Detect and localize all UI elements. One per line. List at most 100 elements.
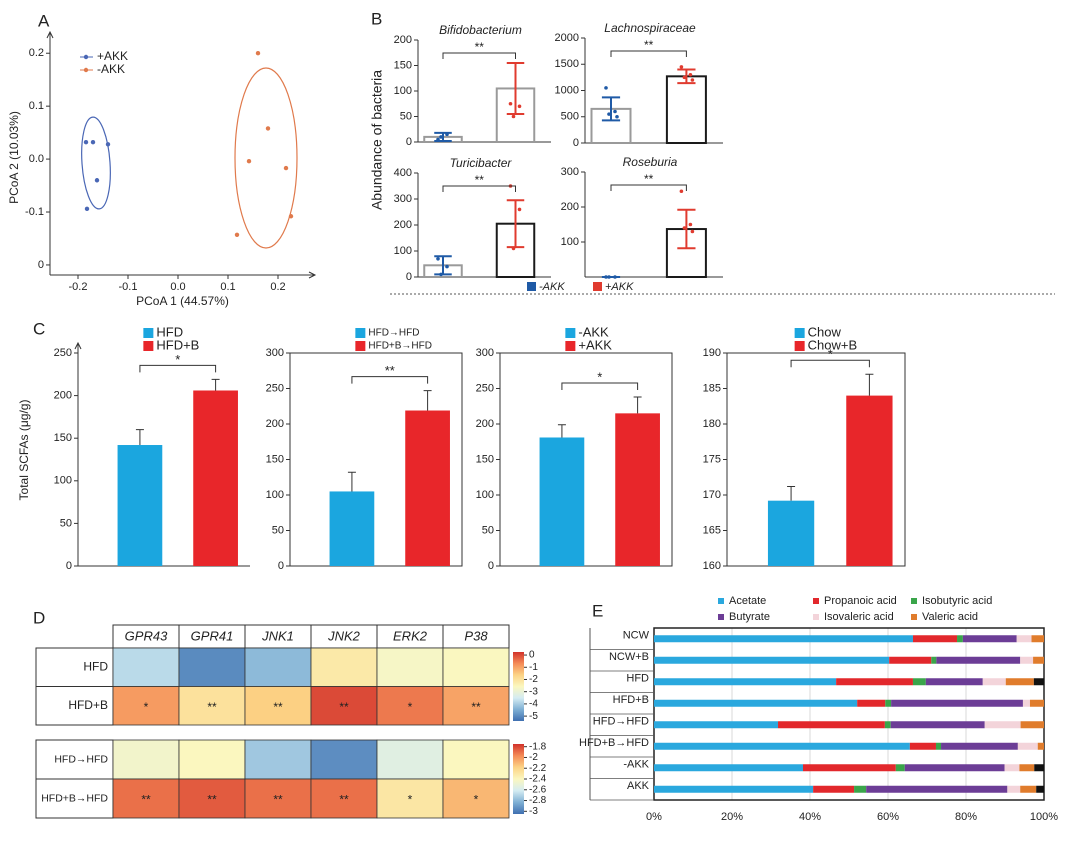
point (83, 139, 89, 145)
x-tick-label: 0% (646, 811, 662, 823)
bar-segment (912, 635, 958, 643)
heat-cell (244, 739, 312, 780)
axes-frame (726, 352, 906, 567)
axis-arrow (74, 341, 82, 350)
bar-segment (1007, 785, 1021, 793)
bar-segment (931, 656, 937, 664)
significance: ** (644, 38, 654, 52)
point (690, 78, 695, 82)
bar (846, 395, 893, 566)
legend-swatch (593, 282, 602, 291)
bar-segment (1033, 678, 1044, 686)
colorbar-label: -2 (529, 674, 538, 685)
error-bar (506, 199, 525, 249)
y-tick-label: 300 (394, 193, 412, 205)
error-bar (633, 396, 642, 414)
y-tick-label: 100 (266, 489, 284, 501)
y-tick-label: 200 (561, 201, 579, 213)
y-tick-label: 0.2 (29, 47, 44, 59)
bar-segment (654, 785, 814, 793)
legend-swatch (794, 328, 805, 338)
panel-label: E (592, 601, 603, 620)
y-tick-label: 160 (703, 560, 721, 572)
bar-segment (1037, 742, 1044, 750)
bar-segment (1029, 699, 1044, 707)
cell-annotation: ** (273, 793, 283, 807)
y-tick-label: 150 (394, 59, 412, 71)
significance-bracket (351, 376, 429, 384)
point (439, 135, 443, 139)
y-tick-label: 100 (394, 245, 412, 257)
chart-title: Roseburia (623, 155, 678, 169)
y-tick-label: 0 (406, 136, 412, 148)
bar-segment (1004, 764, 1020, 772)
chart-title: Bifidobacterium (439, 23, 522, 37)
row-label: HFD+B (68, 698, 108, 712)
y-tick-label: 300 (266, 347, 284, 359)
x-tick-label: 60% (877, 811, 899, 823)
y-tick-label: 200 (266, 418, 284, 430)
legend-label: -AKK (539, 281, 565, 293)
bar-segment (889, 656, 932, 664)
chart-title: Lachnospiraceae (604, 21, 696, 35)
y-tick-label: 0 (66, 560, 72, 572)
y-tick-label: 185 (703, 382, 721, 394)
legend-swatch (911, 598, 917, 604)
y-tick-label: 300 (561, 166, 579, 178)
point (682, 75, 687, 80)
significance-bracket (790, 359, 870, 368)
y-axis-label: Abundance of bacteria (369, 70, 385, 210)
point (288, 214, 294, 219)
heat-cell (376, 647, 444, 687)
cell-annotation: * (144, 700, 149, 714)
y-tick-label: 50 (400, 110, 412, 122)
y-tick-label: 150 (54, 432, 72, 444)
bar-segment (884, 721, 891, 729)
significance-bracket (139, 364, 217, 373)
bar-segment (1019, 764, 1035, 772)
heat-cell (112, 686, 180, 726)
y-tick-label: -AKK (623, 759, 649, 771)
point (94, 178, 100, 183)
row-label-cell (35, 739, 114, 780)
cell-annotation: ** (339, 793, 349, 807)
legend-swatch (565, 328, 576, 338)
colorbar-label: -5 (529, 711, 538, 722)
error-bar (423, 390, 432, 411)
heat-cell (178, 686, 246, 726)
heat-cell (178, 647, 246, 687)
heat-cell (310, 686, 378, 726)
x-tick-label: 20% (721, 811, 743, 823)
panel-label: C (33, 319, 45, 338)
y-tick-label: HFD (626, 673, 649, 685)
cell-annotation: * (408, 700, 413, 714)
error-bar (506, 61, 525, 115)
y-tick-label: 100 (394, 85, 412, 97)
y-tick-label: 2000 (555, 32, 579, 44)
y-tick-label: 200 (54, 390, 72, 402)
y-tick-label: 0 (406, 271, 412, 283)
significance: ** (385, 363, 395, 378)
point (105, 142, 111, 147)
legend-swatch (143, 341, 154, 351)
cell-annotation: ** (339, 700, 349, 714)
bar-segment (1016, 635, 1032, 643)
cell-annotation: ** (141, 793, 151, 807)
point (607, 275, 611, 279)
y-tick-label: 500 (561, 111, 579, 123)
bar-segment (813, 785, 855, 793)
point (90, 139, 96, 145)
y-tick-label: 0.0 (29, 153, 44, 165)
legend-label: -AKK (97, 62, 125, 76)
y-tick-label: 100 (54, 475, 72, 487)
legend-swatch (718, 614, 724, 620)
legend-label: HFD (156, 324, 183, 339)
x-tick-label: -0.2 (69, 281, 88, 293)
error-bar (677, 68, 696, 85)
cell-annotation: ** (207, 700, 217, 714)
significance: ** (475, 40, 485, 54)
error-bar (211, 378, 220, 391)
y-tick-label: 0 (488, 560, 494, 572)
y-tick-label: AKK (627, 780, 650, 792)
